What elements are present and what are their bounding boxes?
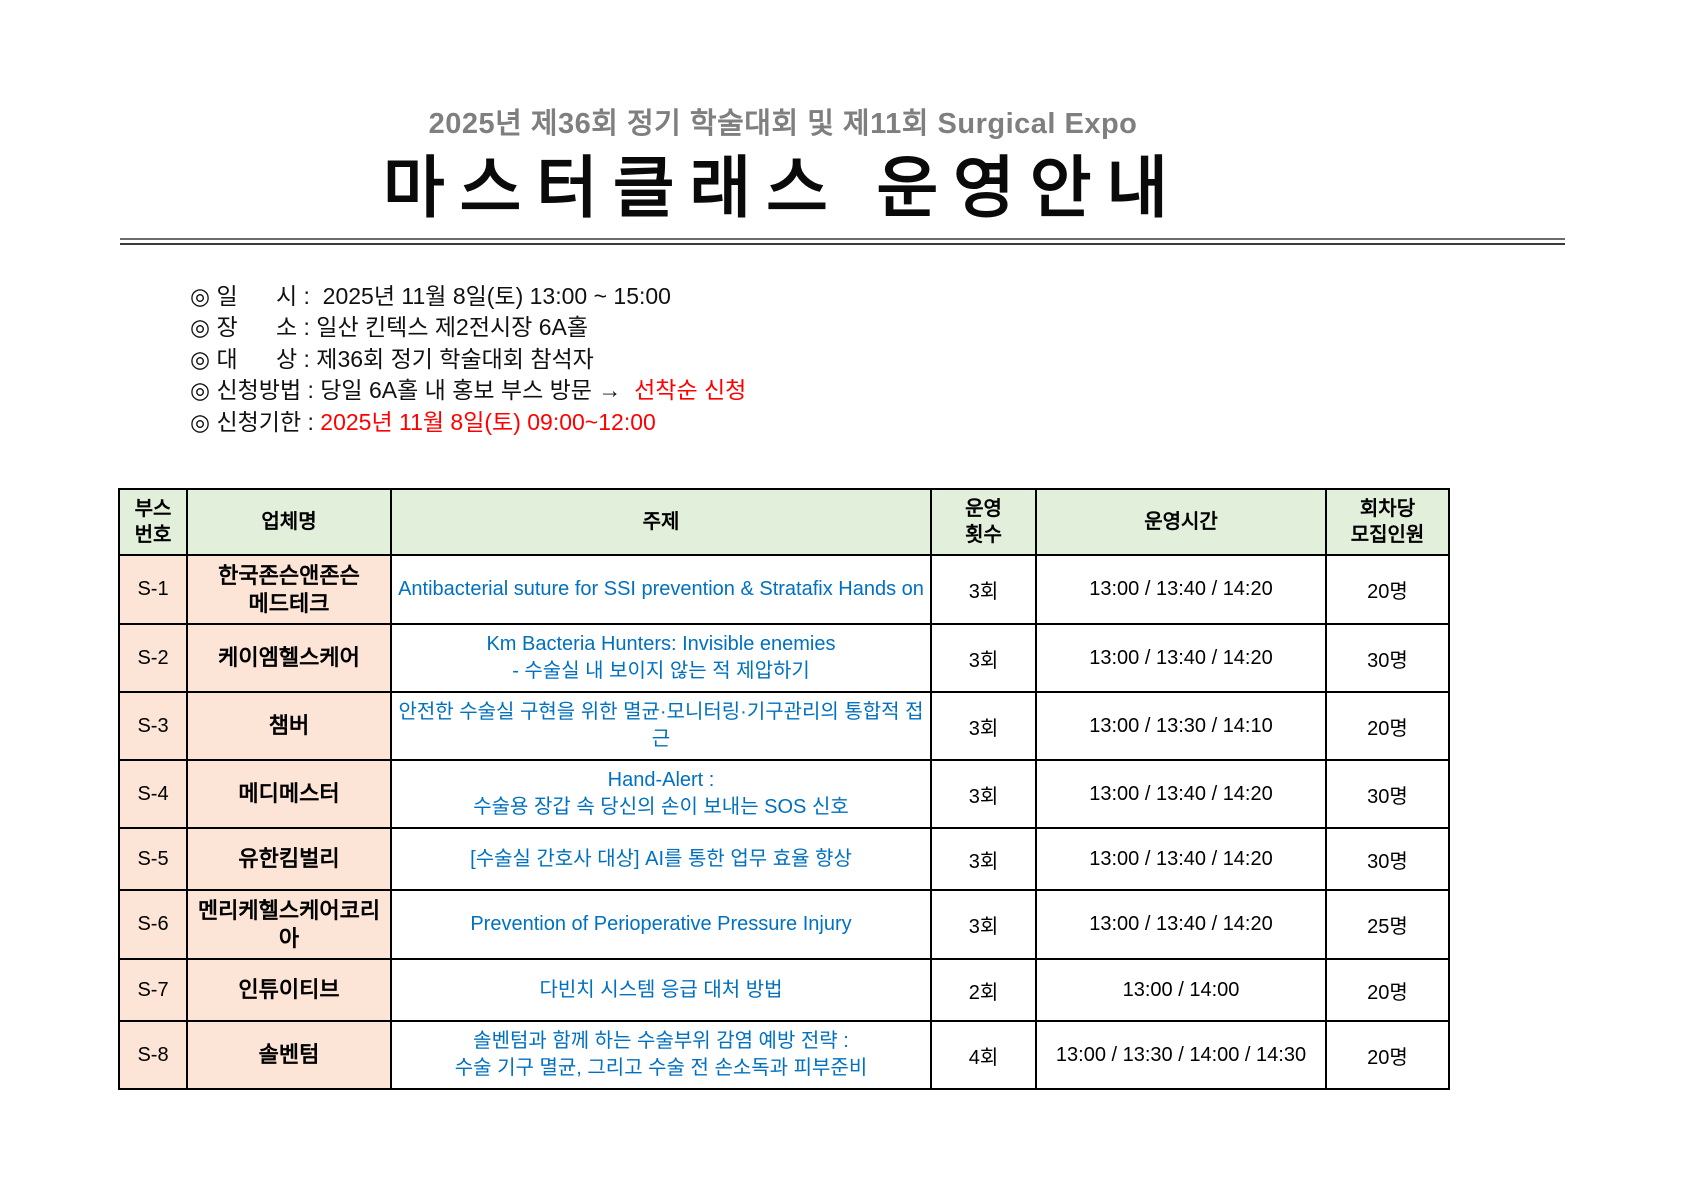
- company-name-cell: 솔벤텀: [186, 1020, 392, 1091]
- booth-number-cell: S-2: [118, 623, 188, 694]
- capacity-cell: 30명: [1325, 759, 1450, 830]
- session-count-cell: 3회: [930, 691, 1037, 762]
- info-label-place: ◎ 장 소 : 일산 킨텍스 제2전시장 6A홀: [190, 314, 588, 341]
- table-body: S-1 한국존슨앤존슨 메드테크 Antibacterial suture fo…: [118, 554, 1450, 1091]
- table-header-row: 부스 번호 업체명 주제 운영 횟수 운영시간 회차당 모집인원: [118, 488, 1450, 557]
- page-title: 마스터클래스 운영안내: [382, 151, 1183, 226]
- info-line-apply-method: ◎ 신청방법 : 당일 6A홀 내 홍보 부스 방문 → 선착순 신청: [190, 375, 1684, 407]
- session-count-cell: 2회: [930, 958, 1037, 1023]
- session-count-cell: 3회: [930, 759, 1037, 830]
- topic-cell: Km Bacteria Hunters: Invisible enemies -…: [390, 623, 932, 694]
- session-times-cell: 13:00 / 13:40 / 14:20: [1035, 623, 1327, 694]
- table-row: S-6 멘리케헬스케어코리아 Prevention of Perioperati…: [118, 889, 1450, 961]
- capacity-cell: 30명: [1325, 827, 1450, 892]
- session-times-cell: 13:00 / 13:30 / 14:10: [1035, 691, 1327, 762]
- session-count-cell: 3회: [930, 623, 1037, 694]
- info-line-target: ◎ 대 상 : 제36회 정기 학술대회 참석자: [190, 344, 1684, 376]
- company-name-cell: 멘리케헬스케어코리아: [186, 889, 392, 961]
- booth-number-cell: S-7: [118, 958, 188, 1023]
- table-row: S-1 한국존슨앤존슨 메드테크 Antibacterial suture fo…: [118, 554, 1450, 626]
- info-label-apply-method: ◎ 신청방법 : 당일 6A홀 내 홍보 부스 방문 →: [190, 377, 635, 404]
- booth-number-cell: S-4: [118, 759, 188, 830]
- capacity-cell: 30명: [1325, 623, 1450, 694]
- topic-cell: Antibacterial suture for SSI prevention …: [390, 554, 932, 626]
- topic-cell: Prevention of Perioperative Pressure Inj…: [390, 889, 932, 961]
- title-divider: [120, 237, 1565, 245]
- booth-number-cell: S-3: [118, 691, 188, 762]
- header-session-times: 운영시간: [1035, 488, 1327, 557]
- capacity-cell: 20명: [1325, 958, 1450, 1023]
- booth-number-cell: S-1: [118, 554, 188, 626]
- capacity-cell: 20명: [1325, 1020, 1450, 1091]
- header-capacity: 회차당 모집인원: [1325, 488, 1450, 557]
- company-name-cell: 메디메스터: [186, 759, 392, 830]
- topic-cell: 다빈치 시스템 응급 대처 방법: [390, 958, 932, 1023]
- capacity-cell: 25명: [1325, 889, 1450, 961]
- session-times-cell: 13:00 / 13:40 / 14:20: [1035, 759, 1327, 830]
- info-label-apply-deadline: ◎ 신청기한 :: [190, 408, 321, 435]
- masterclass-schedule-table: 부스 번호 업체명 주제 운영 횟수 운영시간 회차당 모집인원 S-1 한국존…: [118, 488, 1450, 1091]
- company-name-cell: 챔버: [186, 691, 392, 762]
- table-row: S-2 케이엠헬스케어 Km Bacteria Hunters: Invisib…: [118, 623, 1450, 694]
- header-session-count: 운영 횟수: [930, 488, 1037, 557]
- session-times-cell: 13:00 / 13:40 / 14:20: [1035, 554, 1327, 626]
- table-row: S-3 챔버 안전한 수술실 구현을 위한 멸균·모니터링·기구관리의 통합적 …: [118, 691, 1450, 762]
- event-subtitle: 2025년 제36회 정기 학술대회 및 제11회 Surgical Expo: [428, 108, 1138, 140]
- header-block: 2025년 제36회 정기 학술대회 및 제11회 Surgical Expo …: [118, 0, 1448, 226]
- topic-cell: 안전한 수술실 구현을 위한 멸균·모니터링·기구관리의 통합적 접근: [390, 691, 932, 762]
- company-name-cell: 유한킴벌리: [186, 827, 392, 892]
- topic-cell: [수술실 간호사 대상] AI를 통한 업무 효율 향상: [390, 827, 932, 892]
- company-name-cell: 한국존슨앤존슨 메드테크: [186, 554, 392, 626]
- booth-number-cell: S-8: [118, 1020, 188, 1091]
- info-line-apply-deadline: ◎ 신청기한 : 2025년 11월 8일(토) 09:00~12:00: [190, 407, 1684, 439]
- topic-cell: 솔벤텀과 함께 하는 수술부위 감염 예방 전략 : 수술 기구 멸균, 그리고…: [390, 1020, 932, 1091]
- info-label-target: ◎ 대 상 : 제36회 정기 학술대회 참석자: [190, 345, 594, 372]
- info-line-date: ◎ 일 시 : 2025년 11월 8일(토) 13:00 ~ 15:00: [190, 281, 1684, 313]
- booth-number-cell: S-6: [118, 889, 188, 961]
- info-label-date: ◎ 일 시 : 2025년 11월 8일(토) 13:00 ~ 15:00: [190, 282, 671, 309]
- header-topic: 주제: [390, 488, 932, 557]
- session-times-cell: 13:00 / 13:40 / 14:20: [1035, 889, 1327, 961]
- capacity-cell: 20명: [1325, 691, 1450, 762]
- session-times-cell: 13:00 / 14:00: [1035, 958, 1327, 1023]
- capacity-cell: 20명: [1325, 554, 1450, 626]
- session-times-cell: 13:00 / 13:30 / 14:00 / 14:30: [1035, 1020, 1327, 1091]
- table-row: S-5 유한킴벌리 [수술실 간호사 대상] AI를 통한 업무 효율 향상 3…: [118, 827, 1450, 892]
- info-line-place: ◎ 장 소 : 일산 킨텍스 제2전시장 6A홀: [190, 312, 1684, 344]
- session-count-cell: 4회: [930, 1020, 1037, 1091]
- header-booth-number: 부스 번호: [118, 488, 188, 557]
- table-row: S-4 메디메스터 Hand-Alert : 수술용 장갑 속 당신의 손이 보…: [118, 759, 1450, 830]
- booth-number-cell: S-5: [118, 827, 188, 892]
- company-name-cell: 인튜이티브: [186, 958, 392, 1023]
- table-row: S-8 솔벤텀 솔벤텀과 함께 하는 수술부위 감염 예방 전략 : 수술 기구…: [118, 1020, 1450, 1091]
- session-times-cell: 13:00 / 13:40 / 14:20: [1035, 827, 1327, 892]
- session-count-cell: 3회: [930, 554, 1037, 626]
- info-highlight-apply-method: 선착순 신청: [634, 377, 747, 404]
- header-company-name: 업체명: [186, 488, 392, 557]
- session-count-cell: 3회: [930, 889, 1037, 961]
- event-info-list: ◎ 일 시 : 2025년 11월 8일(토) 13:00 ~ 15:00 ◎ …: [190, 281, 1684, 439]
- session-count-cell: 3회: [930, 827, 1037, 892]
- table-row: S-7 인튜이티브 다빈치 시스템 응급 대처 방법 2회 13:00 / 14…: [118, 958, 1450, 1023]
- topic-cell: Hand-Alert : 수술용 장갑 속 당신의 손이 보내는 SOS 신호: [390, 759, 932, 830]
- info-highlight-apply-deadline: 2025년 11월 8일(토) 09:00~12:00: [320, 408, 656, 435]
- company-name-cell: 케이엠헬스케어: [186, 623, 392, 694]
